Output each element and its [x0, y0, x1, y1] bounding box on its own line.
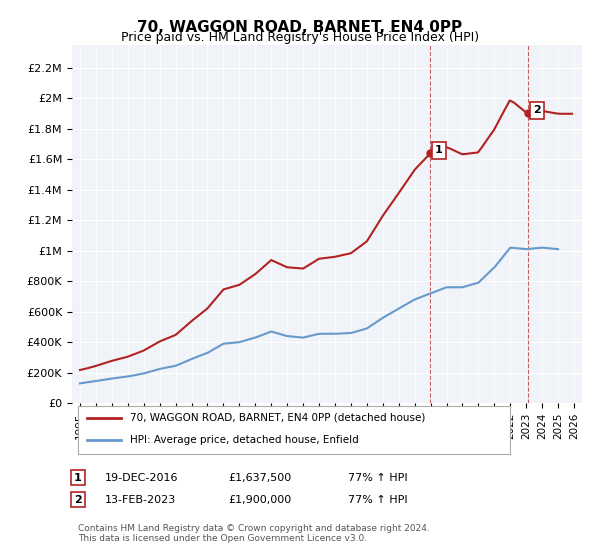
Text: 13-FEB-2023: 13-FEB-2023: [105, 494, 176, 505]
Text: 1: 1: [74, 473, 82, 483]
Text: 19-DEC-2016: 19-DEC-2016: [105, 473, 179, 483]
Text: 2: 2: [74, 494, 82, 505]
Text: 70, WAGGON ROAD, BARNET, EN4 0PP: 70, WAGGON ROAD, BARNET, EN4 0PP: [137, 20, 463, 35]
Text: 2: 2: [533, 105, 541, 115]
Text: 70, WAGGON ROAD, BARNET, EN4 0PP (detached house): 70, WAGGON ROAD, BARNET, EN4 0PP (detach…: [130, 413, 425, 423]
Text: Contains HM Land Registry data © Crown copyright and database right 2024.
This d: Contains HM Land Registry data © Crown c…: [78, 524, 430, 543]
Text: £1,637,500: £1,637,500: [228, 473, 291, 483]
Text: 77% ↑ HPI: 77% ↑ HPI: [348, 494, 407, 505]
Text: Price paid vs. HM Land Registry's House Price Index (HPI): Price paid vs. HM Land Registry's House …: [121, 31, 479, 44]
Text: 77% ↑ HPI: 77% ↑ HPI: [348, 473, 407, 483]
Text: HPI: Average price, detached house, Enfield: HPI: Average price, detached house, Enfi…: [130, 435, 359, 445]
Text: 1: 1: [435, 146, 443, 156]
Text: £1,900,000: £1,900,000: [228, 494, 291, 505]
